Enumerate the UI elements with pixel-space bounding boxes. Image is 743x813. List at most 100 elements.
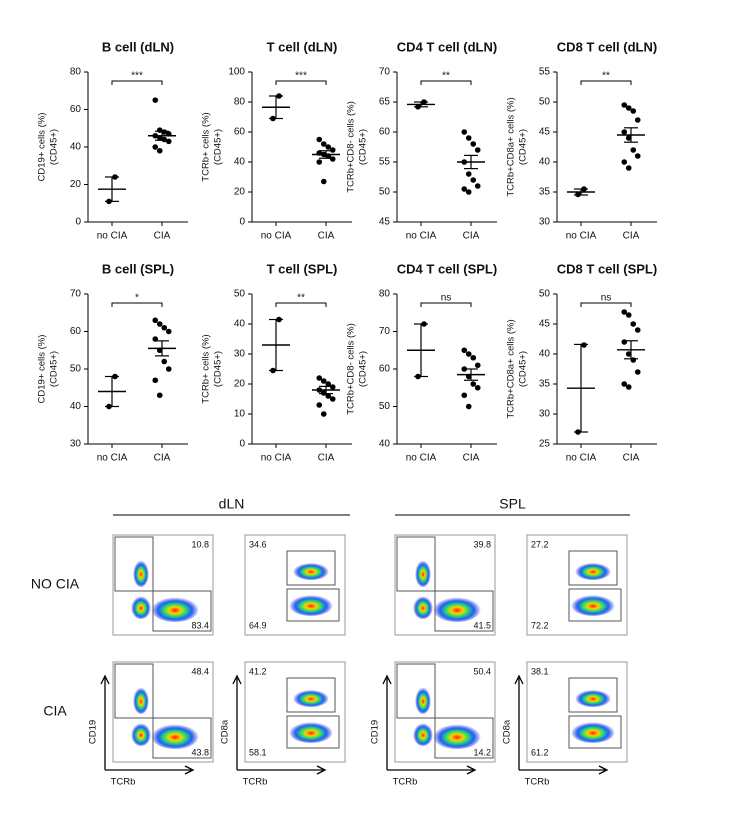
axis-arrow bbox=[382, 674, 392, 770]
y-axis-label: CD8a bbox=[502, 719, 513, 744]
data-point bbox=[621, 339, 628, 345]
y-tick-label: 30 bbox=[70, 439, 82, 450]
data-point bbox=[320, 378, 327, 384]
data-point bbox=[156, 392, 163, 399]
y-tick-label: 20 bbox=[234, 187, 246, 198]
x-tick-label: CIA bbox=[318, 453, 335, 464]
y-tick-label: 35 bbox=[539, 187, 551, 198]
data-point bbox=[156, 321, 163, 327]
x-tick-label: no CIA bbox=[406, 231, 437, 242]
data-point bbox=[470, 141, 477, 147]
y-tick-label: 50 bbox=[379, 401, 391, 412]
cell-cluster bbox=[151, 723, 199, 749]
axis-arrow bbox=[519, 765, 609, 775]
gate-percent: 72.2 bbox=[531, 620, 549, 630]
data-point bbox=[465, 351, 472, 357]
significance-bracket bbox=[580, 302, 632, 307]
y-tick-label: 40 bbox=[234, 157, 246, 168]
data-point bbox=[630, 108, 637, 114]
data-point bbox=[461, 186, 468, 192]
cell-cluster bbox=[413, 595, 433, 619]
significance-label: ** bbox=[297, 293, 305, 304]
data-point bbox=[161, 129, 168, 135]
data-point bbox=[474, 362, 481, 369]
data-point bbox=[316, 375, 323, 381]
data-point bbox=[470, 177, 477, 183]
y-tick-label: 40 bbox=[70, 401, 82, 412]
data-point bbox=[161, 358, 168, 365]
y-tick-label: 50 bbox=[379, 187, 391, 198]
chart-title: CD8 T cell (SPL) bbox=[557, 261, 657, 276]
cell-cluster bbox=[293, 562, 329, 580]
significance-bracket bbox=[275, 80, 327, 85]
data-point bbox=[634, 153, 641, 159]
data-point bbox=[161, 136, 168, 143]
x-tick-label: no CIA bbox=[97, 231, 128, 242]
y-tick-label: 40 bbox=[379, 439, 391, 450]
cell-cluster bbox=[575, 562, 611, 580]
y-tick-label: 45 bbox=[379, 217, 391, 228]
gate-percent: 39.8 bbox=[473, 539, 491, 549]
data-point bbox=[625, 351, 632, 357]
y-tick-label: 70 bbox=[70, 289, 82, 300]
data-point bbox=[161, 324, 168, 331]
data-point bbox=[316, 136, 323, 143]
cell-cluster bbox=[413, 722, 433, 746]
data-point bbox=[625, 312, 632, 318]
gate bbox=[286, 677, 336, 713]
chart-title: B cell (SPL) bbox=[102, 261, 174, 276]
gate-percent: 50.4 bbox=[473, 666, 491, 676]
data-point bbox=[634, 369, 641, 375]
y-tick-label: 65 bbox=[379, 97, 391, 108]
cell-cluster bbox=[571, 594, 615, 616]
data-point bbox=[625, 135, 632, 141]
data-point bbox=[474, 147, 481, 153]
y-axis-label: TCRb+CD8- cells (%) bbox=[346, 101, 357, 193]
significance-bracket bbox=[420, 80, 472, 85]
gate bbox=[396, 663, 436, 719]
data-point bbox=[634, 117, 641, 123]
significance-bracket bbox=[420, 302, 472, 307]
y-tick-label: 0 bbox=[239, 217, 245, 228]
y-axis-label: CD19+ cells (%) bbox=[37, 335, 48, 404]
y-tick-label: 20 bbox=[234, 379, 246, 390]
gate-percent: 43.8 bbox=[191, 747, 209, 757]
axis-arrow bbox=[387, 765, 477, 775]
data-point bbox=[165, 366, 172, 372]
data-point bbox=[461, 129, 468, 135]
gate-percent: 61.2 bbox=[531, 747, 549, 757]
axis-arrow bbox=[100, 674, 110, 770]
gate-percent: 34.6 bbox=[249, 539, 267, 549]
x-tick-label: no CIA bbox=[406, 453, 437, 464]
cell-cluster bbox=[289, 594, 333, 616]
gate-percent: 41.2 bbox=[249, 666, 267, 676]
y-tick-label: 40 bbox=[539, 157, 551, 168]
data-point bbox=[625, 105, 632, 111]
gate-percent: 41.5 bbox=[473, 620, 491, 630]
y-tick-label: 30 bbox=[539, 217, 551, 228]
y-tick-label: 50 bbox=[70, 364, 82, 375]
cell-cluster bbox=[133, 559, 149, 587]
x-axis-label: TCRb bbox=[393, 777, 418, 788]
y-tick-label: 40 bbox=[234, 319, 246, 330]
y-axis-label: TCRb+ cells (%) bbox=[201, 334, 212, 403]
data-point bbox=[329, 396, 336, 402]
x-tick-label: CIA bbox=[154, 231, 171, 242]
gate bbox=[152, 590, 212, 632]
data-point bbox=[634, 327, 641, 333]
significance-label: ns bbox=[601, 293, 612, 304]
data-point bbox=[630, 147, 637, 153]
axis-arrow bbox=[105, 765, 195, 775]
x-tick-label: CIA bbox=[463, 231, 480, 242]
y-tick-label: 60 bbox=[379, 364, 391, 375]
x-tick-label: no CIA bbox=[566, 453, 597, 464]
significance-label: ** bbox=[442, 71, 450, 82]
y-axis-label: (CD45+) bbox=[358, 351, 369, 387]
y-axis-label: (CD45+) bbox=[49, 129, 60, 165]
gate bbox=[434, 717, 494, 759]
column-header: SPL bbox=[499, 496, 526, 512]
axis-arrow bbox=[237, 765, 327, 775]
data-point bbox=[461, 392, 468, 399]
cell-cluster bbox=[151, 596, 199, 622]
y-axis-label: TCRb+ cells (%) bbox=[201, 112, 212, 181]
